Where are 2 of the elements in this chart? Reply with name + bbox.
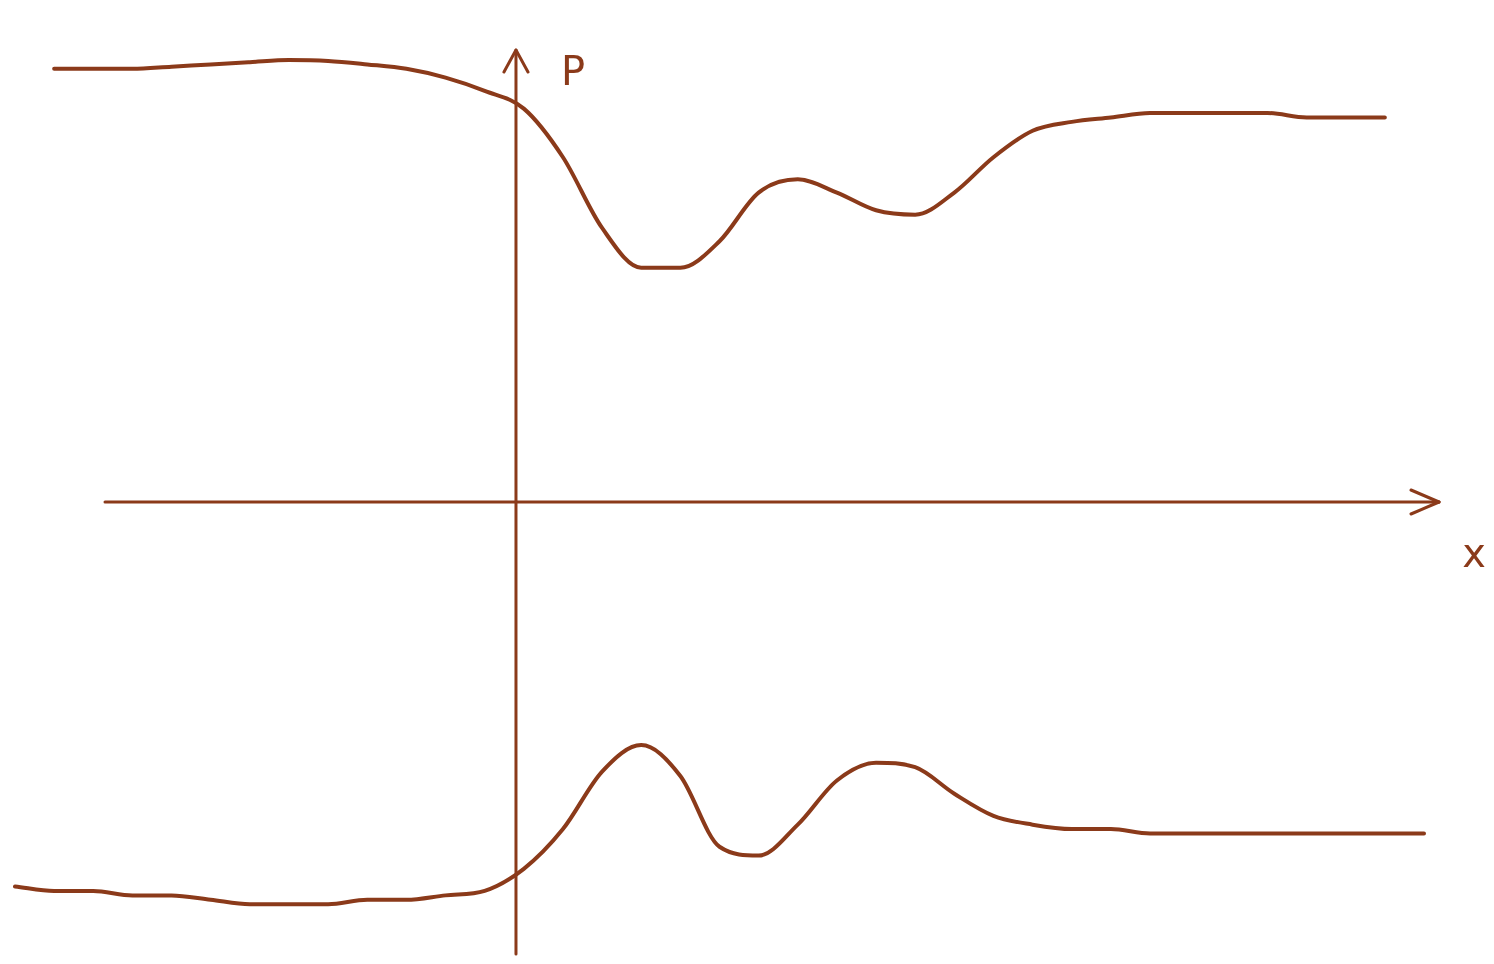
y-axis-title: P	[560, 48, 586, 95]
x-axis-title: x	[1462, 530, 1486, 577]
